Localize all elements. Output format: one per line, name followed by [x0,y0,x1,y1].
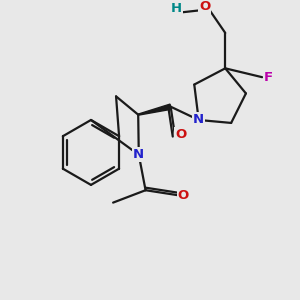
Text: H: H [171,2,182,15]
Text: F: F [264,71,273,84]
Text: N: N [193,113,204,127]
Text: O: O [176,128,187,141]
Text: O: O [178,189,189,202]
Text: N: N [133,148,144,161]
Polygon shape [138,104,171,115]
Text: O: O [199,0,210,14]
